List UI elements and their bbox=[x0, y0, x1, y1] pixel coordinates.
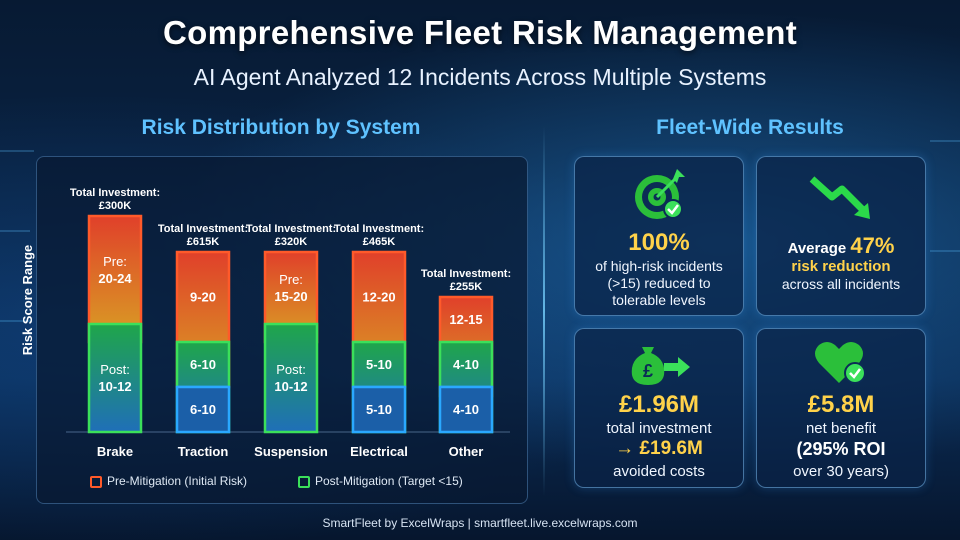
page-subtitle: AI Agent Analyzed 12 Incidents Across Mu… bbox=[193, 64, 767, 90]
pre-range-label: 9-20 bbox=[190, 290, 216, 305]
result-card-net-benefit: £5.8M net benefit (295% ROI over 30 year… bbox=[756, 328, 926, 488]
trend-down-icon bbox=[809, 176, 870, 219]
card-text-line: (>15) reduced to bbox=[607, 275, 711, 291]
card-highlight: risk reduction bbox=[791, 258, 891, 275]
investment-value: £465K bbox=[363, 236, 395, 248]
card-text-line: net benefit bbox=[805, 420, 877, 437]
card-text-line: across all incidents bbox=[781, 276, 901, 292]
legend-pre: Pre-Mitigation (Initial Risk) bbox=[90, 474, 247, 488]
category-label: Traction bbox=[178, 444, 229, 459]
investment-heading: Total Investment: bbox=[334, 223, 424, 235]
legend-swatch-post bbox=[298, 476, 310, 488]
pre-range-label: 15-20 bbox=[274, 289, 307, 304]
post-range-label: 6-10 bbox=[190, 357, 216, 372]
investment-heading: Total Investment: bbox=[246, 223, 336, 235]
result-card-high-risk: 100% of high-risk incidents (>15) reduce… bbox=[574, 156, 744, 316]
target-icon bbox=[635, 169, 685, 219]
page-title: Comprehensive Fleet Risk Management bbox=[162, 14, 798, 51]
card-text-tail: over 30 years) bbox=[793, 463, 889, 480]
card-arrow-value: → £19.6M bbox=[615, 438, 703, 459]
heart-check-icon bbox=[815, 342, 866, 384]
pre-range-label: 12-20 bbox=[362, 290, 395, 305]
card-text-line: of high-risk incidents bbox=[595, 258, 723, 274]
legend-label-pre: Pre-Mitigation (Initial Risk) bbox=[107, 474, 248, 488]
investment-value: £300K bbox=[99, 200, 131, 212]
card-text-tail: avoided costs bbox=[613, 463, 705, 480]
post-range-label: 10-12 bbox=[274, 379, 307, 394]
pre-range-label: Pre: bbox=[103, 254, 127, 269]
post-lower-label: 5-10 bbox=[366, 402, 392, 417]
card-bold-line: (295% ROI bbox=[796, 439, 886, 459]
legend-swatch-pre bbox=[90, 476, 102, 488]
footer-credit: SmartFleet by ExcelWraps | smartfleet.li… bbox=[322, 516, 638, 530]
investment-heading: Total Investment: bbox=[158, 223, 248, 235]
legend-label-post: Post-Mitigation (Target <15) bbox=[315, 474, 463, 488]
card-value: 47% bbox=[850, 233, 895, 258]
card-value: £1.96M bbox=[618, 391, 700, 418]
post-range-label: 4-10 bbox=[453, 357, 479, 372]
card-value: 100% bbox=[628, 229, 690, 256]
svg-text:£: £ bbox=[643, 361, 653, 381]
category-label: Brake bbox=[97, 444, 133, 459]
pre-range-label: 20-24 bbox=[98, 271, 132, 286]
post-mitigation-bar bbox=[263, 322, 319, 434]
pre-range-label: 12-15 bbox=[449, 312, 482, 327]
category-label: Suspension bbox=[254, 444, 328, 459]
post-lower-bar bbox=[351, 385, 407, 434]
legend-post: Post-Mitigation (Target <15) bbox=[298, 474, 463, 488]
post-lower-label: 6-10 bbox=[190, 402, 216, 417]
decor-line bbox=[0, 150, 34, 152]
post-range-label: Post: bbox=[276, 362, 306, 377]
decor-line bbox=[0, 230, 30, 232]
post-lower-label: 4-10 bbox=[453, 402, 479, 417]
pre-range-label: Pre: bbox=[279, 272, 303, 287]
investment-heading: Total Investment: bbox=[70, 187, 160, 199]
decor-line bbox=[0, 320, 32, 322]
post-range-label: 5-10 bbox=[366, 357, 392, 372]
card-text-line: tolerable levels bbox=[612, 292, 706, 308]
y-axis-label: Risk Score Range bbox=[20, 244, 35, 356]
investment-value: £320K bbox=[275, 236, 307, 248]
card-text-line: total investment bbox=[606, 420, 712, 437]
category-label: Electrical bbox=[350, 444, 408, 459]
money-bag-icon: £ bbox=[631, 347, 690, 385]
investment-value: £255K bbox=[450, 281, 482, 293]
post-range-label: Post: bbox=[100, 362, 130, 377]
category-label: Other bbox=[449, 444, 484, 459]
decor-line bbox=[930, 140, 960, 142]
investment-heading: Total Investment: bbox=[421, 268, 511, 280]
post-lower-bar bbox=[438, 385, 494, 434]
post-lower-bar bbox=[175, 385, 231, 434]
card-headline: Average 47% bbox=[757, 233, 925, 259]
pre-mitigation-bar bbox=[87, 214, 143, 344]
section-divider bbox=[543, 126, 545, 496]
decor-line bbox=[930, 250, 960, 252]
card-prefix: Average bbox=[787, 240, 847, 257]
result-card-investment: £ £1.96M total investment → £19.6M avoid… bbox=[574, 328, 744, 488]
post-mitigation-bar bbox=[87, 322, 143, 434]
result-card-risk-reduction: Average 47% risk reduction across all in… bbox=[756, 156, 926, 316]
card-value: £5.8M bbox=[807, 391, 875, 418]
results-heading: Fleet-Wide Results bbox=[656, 116, 844, 139]
post-range-label: 10-12 bbox=[98, 379, 131, 394]
chart-heading: Risk Distribution by System bbox=[141, 116, 421, 139]
investment-value: £615K bbox=[187, 236, 219, 248]
